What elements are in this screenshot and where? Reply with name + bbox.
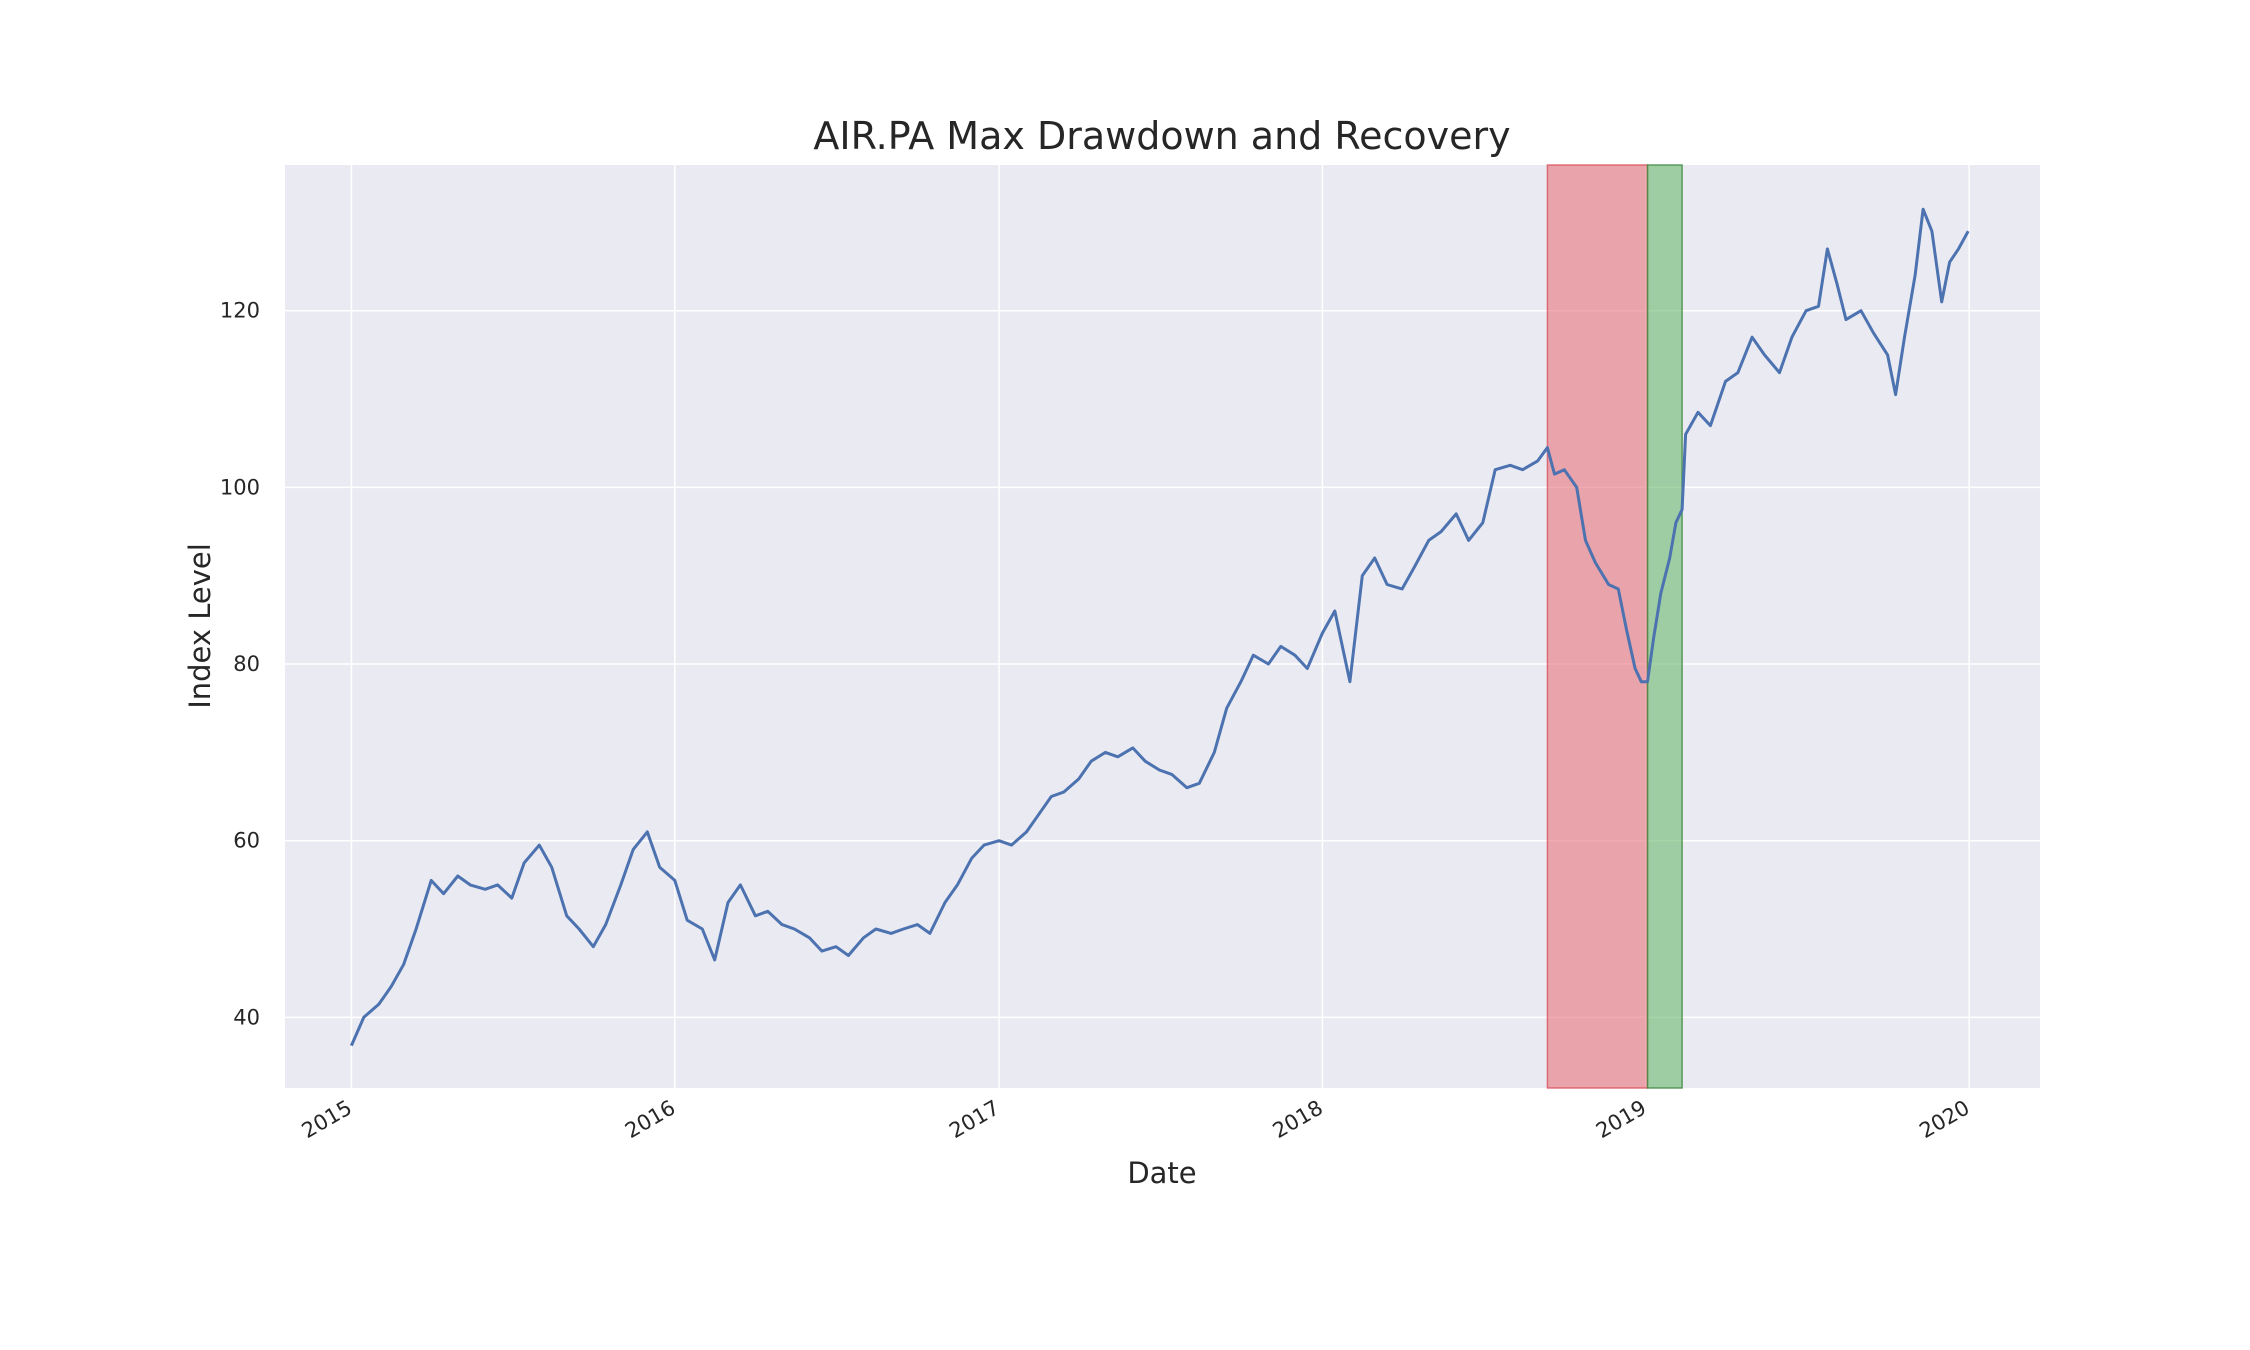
y-tick-label: 100: [220, 475, 260, 499]
x-tick-labels: 2015 2016 2017 2018 2019 2020: [298, 1096, 1974, 1144]
series: [350, 207, 1970, 1047]
y-tick-label: 80: [233, 652, 260, 676]
y-tick-label: 40: [233, 1005, 260, 1029]
plot-background: [285, 165, 2040, 1088]
x-tick-label: 2018: [1269, 1096, 1327, 1144]
x-tick-label: 2020: [1915, 1096, 1973, 1144]
x-tick-label: 2017: [945, 1096, 1003, 1144]
price-line: [350, 207, 1970, 1047]
y-tick-label: 60: [233, 829, 260, 853]
recovery-span: [1646, 164, 1683, 1089]
y-tick-label: 120: [220, 299, 260, 323]
highlight-spans: [1546, 164, 1683, 1089]
x-axis-label: Date: [1127, 1156, 1196, 1190]
x-tick-label: 2015: [298, 1096, 356, 1144]
y-axis-label: Index Level: [183, 543, 217, 709]
x-tick-label: 2019: [1592, 1096, 1650, 1144]
x-tick-label: 2016: [621, 1096, 679, 1144]
chart-title: AIR.PA Max Drawdown and Recovery: [813, 114, 1510, 158]
drawdown-span: [1546, 164, 1649, 1089]
y-tick-labels: 40 60 80 100 120: [220, 299, 260, 1030]
